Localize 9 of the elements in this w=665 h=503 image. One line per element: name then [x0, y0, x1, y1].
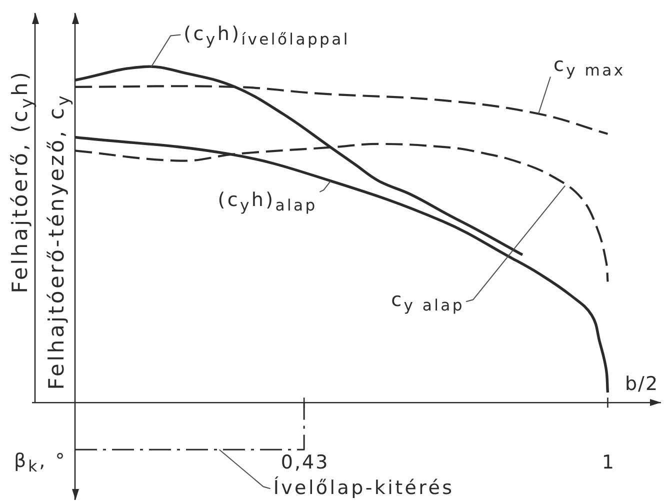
series-label: c$_{y max}$ — [553, 54, 626, 80]
x-tick-label: 1 — [602, 452, 616, 474]
series-label: (c$_{y}$h)$_{ívelőlappal}$ — [184, 23, 350, 49]
x-tick-label: 0,43 — [280, 452, 330, 474]
series-label: (c$_{y}$h)$_{alap}$ — [218, 189, 318, 216]
text: β$_{k}$, ° — [14, 450, 67, 476]
x-axis-title: b/2 — [625, 373, 659, 396]
series-label: Ívelőlap-kitérés — [273, 477, 454, 500]
text: c$_{y alap}$ — [391, 289, 464, 315]
